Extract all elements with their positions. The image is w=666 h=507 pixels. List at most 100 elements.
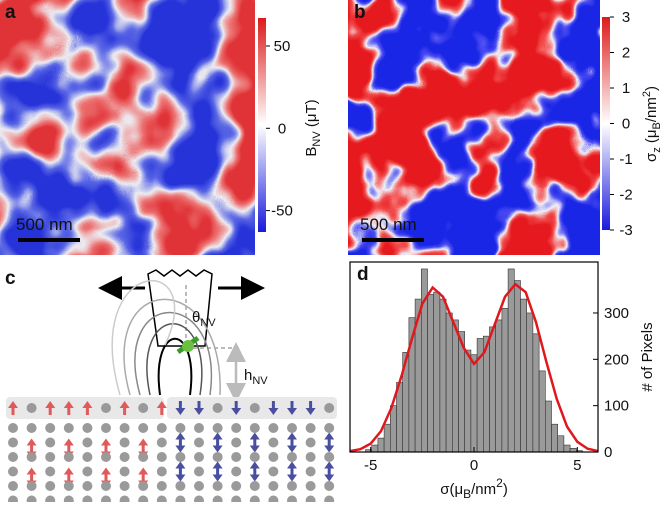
spin-arrow xyxy=(231,408,242,415)
y-tick-label: 100 xyxy=(604,398,629,415)
atom xyxy=(287,481,297,491)
x-axis-label: σ(μB/nm2) xyxy=(440,476,508,501)
magnetic-map xyxy=(0,0,255,255)
spin-arrow xyxy=(324,445,335,453)
field-line xyxy=(134,311,213,396)
spin-arrow xyxy=(45,401,56,408)
spin-arrow xyxy=(119,401,130,408)
atom xyxy=(138,423,149,433)
atom xyxy=(82,452,93,462)
atom xyxy=(119,495,130,506)
atom xyxy=(212,423,223,433)
colorbar xyxy=(602,17,610,230)
spin-arrow xyxy=(212,432,223,440)
atom xyxy=(119,437,130,448)
colorbar-tick-label: 0 xyxy=(622,116,630,133)
spin-arrow xyxy=(324,461,335,469)
atom xyxy=(231,466,242,477)
atom xyxy=(231,437,242,448)
atom xyxy=(82,481,93,491)
atom xyxy=(175,481,186,491)
colorbar-tick-label: 3 xyxy=(622,9,630,26)
spin-arrow xyxy=(138,467,149,475)
atom xyxy=(26,403,37,413)
atom xyxy=(63,452,74,462)
bar xyxy=(501,308,509,453)
spin-arrow xyxy=(138,438,149,446)
spin-arrow xyxy=(268,408,279,415)
atom xyxy=(82,495,93,506)
spin-arrow xyxy=(249,474,260,482)
colorbar-tick-label: -3 xyxy=(619,222,632,239)
atom xyxy=(194,481,204,491)
atom xyxy=(63,495,74,506)
atom xyxy=(305,452,316,462)
spin-arrow xyxy=(194,408,204,415)
spin-arrow xyxy=(175,461,186,469)
atom xyxy=(63,423,74,433)
atom xyxy=(305,466,316,477)
x-tick-label: 0 xyxy=(470,457,478,474)
spin-arrow xyxy=(212,474,223,482)
atom xyxy=(287,495,297,506)
atom xyxy=(156,466,167,477)
atom xyxy=(268,495,279,506)
atom xyxy=(45,466,56,477)
atom xyxy=(324,423,335,433)
spin-arrow xyxy=(175,445,186,453)
atom xyxy=(8,423,18,433)
y-axis-label: # of Pixels xyxy=(639,322,656,391)
atom xyxy=(231,423,242,433)
atom xyxy=(119,466,130,477)
spin-arrow xyxy=(63,401,74,408)
spin-arrow xyxy=(175,474,186,482)
atom xyxy=(63,481,74,491)
bar xyxy=(489,326,496,453)
atom xyxy=(138,452,149,462)
atom xyxy=(194,423,204,433)
bar xyxy=(389,405,397,453)
atom xyxy=(249,495,260,506)
panel-label: a xyxy=(5,2,16,23)
atom xyxy=(212,452,223,462)
atom xyxy=(156,495,167,506)
atom xyxy=(45,423,56,433)
atom xyxy=(45,437,56,448)
atom xyxy=(212,481,223,491)
atom xyxy=(101,452,111,462)
atom xyxy=(26,452,37,462)
colorbar-tick-label: -2 xyxy=(619,187,632,204)
spin-arrow xyxy=(8,401,18,408)
atom xyxy=(194,437,204,448)
atom xyxy=(26,423,37,433)
atom xyxy=(26,481,37,491)
spin-arrow xyxy=(287,445,297,453)
atom xyxy=(249,423,260,433)
bar xyxy=(532,333,540,453)
bar xyxy=(451,319,459,453)
spin-arrow xyxy=(101,438,111,446)
bar xyxy=(445,312,453,453)
atom xyxy=(138,403,149,413)
spin-arrow xyxy=(175,408,186,415)
spin-arrow xyxy=(287,432,297,440)
atom xyxy=(212,495,223,506)
bar xyxy=(513,280,521,453)
spin-arrow xyxy=(249,432,260,440)
spin-arrow xyxy=(175,432,186,440)
colorbar-tick-label: -50 xyxy=(271,203,293,220)
atom xyxy=(119,452,130,462)
bar xyxy=(427,294,434,453)
spin-arrow xyxy=(26,467,37,475)
spin-arrow xyxy=(82,401,93,408)
atom xyxy=(249,403,260,413)
spin-arrow xyxy=(63,438,74,446)
spin-arrow xyxy=(287,474,297,482)
atom xyxy=(101,481,111,491)
panel-label: b xyxy=(354,2,366,23)
atom xyxy=(156,423,167,433)
field-line xyxy=(111,279,176,396)
atom xyxy=(194,495,204,506)
atom xyxy=(119,481,130,491)
atom xyxy=(45,495,56,506)
